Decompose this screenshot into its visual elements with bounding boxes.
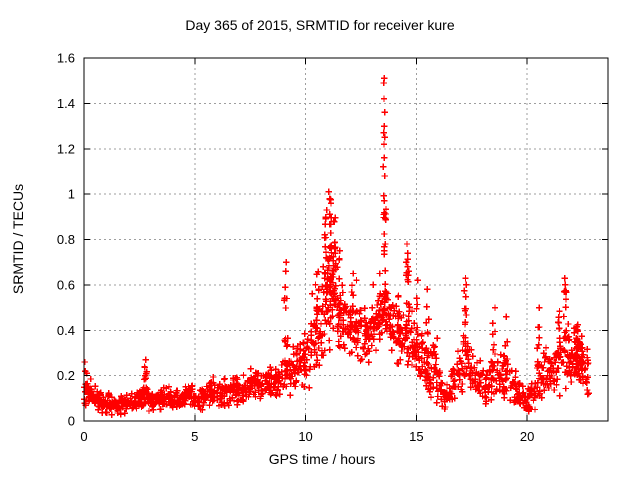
y-tick-label: 1.4	[57, 96, 75, 111]
y-tick-label: 0.8	[57, 232, 75, 247]
y-tick-label: 0.2	[57, 368, 75, 383]
y-tick-label: 0.4	[57, 323, 75, 338]
y-tick-label: 1	[68, 187, 75, 202]
scatter-points	[80, 75, 592, 418]
x-tick-label: 0	[80, 429, 87, 444]
chart-title: Day 365 of 2015, SRMTID for receiver kur…	[185, 17, 455, 33]
y-tick-label: 1.6	[57, 51, 75, 66]
x-tick-label: 15	[409, 429, 423, 444]
y-tick-label: 0	[68, 414, 75, 429]
y-tick-label: 0.6	[57, 277, 75, 292]
x-tick-label: 10	[298, 429, 312, 444]
x-tick-label: 20	[520, 429, 534, 444]
y-tick-label: 1.2	[57, 141, 75, 156]
x-tick-label: 5	[191, 429, 198, 444]
x-axis-label: GPS time / hours	[268, 451, 376, 467]
